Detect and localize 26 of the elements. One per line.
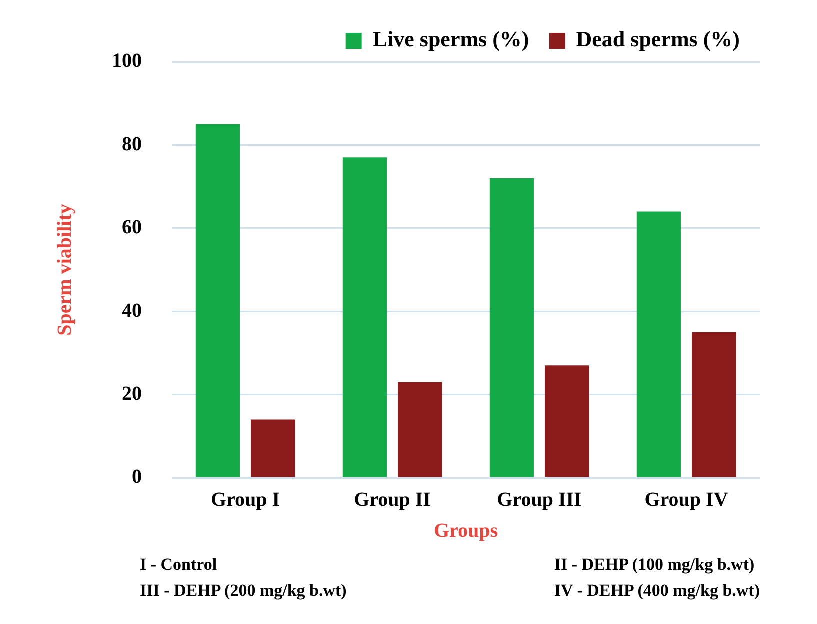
y-tick-label: 60 <box>122 216 142 239</box>
y-tick-label: 0 <box>132 466 142 488</box>
x-tick-label: Group I <box>210 489 280 512</box>
x-tick-label: Group II <box>354 489 432 512</box>
y-tick-label: 80 <box>122 133 142 156</box>
x-axis-title: Groups <box>434 520 498 542</box>
x-tick-label: Group III <box>497 489 582 512</box>
legend-label: Live sperms (%) <box>372 26 530 52</box>
bar <box>196 124 240 478</box>
text: II - DEHP (100 mg/kg b.wt) <box>554 554 756 576</box>
x-tick-label: Group IV <box>644 489 729 512</box>
y-tick-label: 20 <box>122 382 142 405</box>
bar <box>398 382 442 478</box>
text: I - Control <box>140 554 218 576</box>
legend-label: Dead sperms (%) <box>576 26 740 52</box>
y-tick-label: 100 <box>112 50 142 72</box>
y-axis-title: Sperm viability <box>54 204 76 336</box>
text: IV - DEHP (400 mg/kg b.wt) <box>554 580 760 602</box>
bar <box>490 178 534 478</box>
bar <box>545 366 590 478</box>
bar <box>251 420 296 478</box>
text: III - DEHP (200 mg/kg b.wt) <box>140 580 348 602</box>
bar <box>636 212 681 478</box>
bar <box>692 332 736 478</box>
bar <box>342 158 387 478</box>
y-tick-label: 40 <box>122 300 142 322</box>
